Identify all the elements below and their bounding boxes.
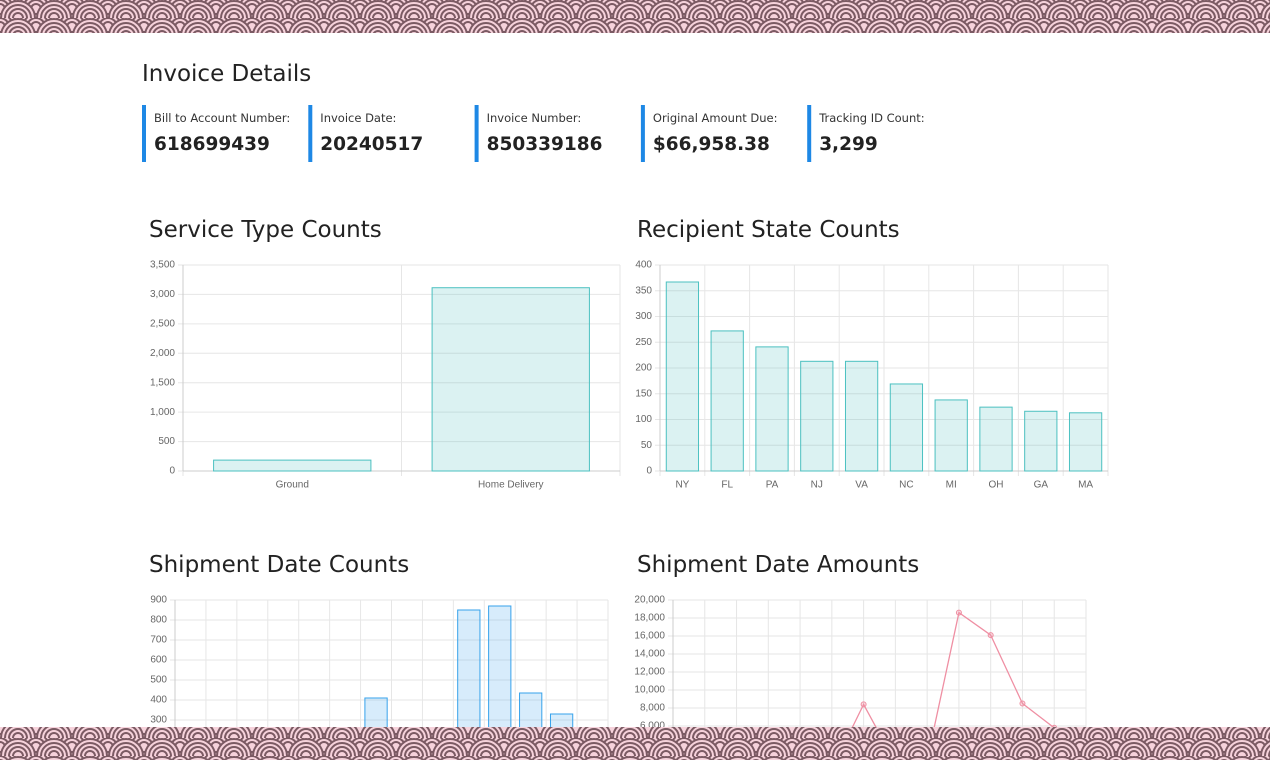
bar: [1068, 412, 1103, 472]
page-title: Invoice Details: [142, 61, 311, 87]
point: [1019, 700, 1026, 707]
y-tick-label: 600: [150, 655, 167, 666]
bar: [710, 330, 744, 472]
bar: [800, 360, 834, 472]
x-tick-label: OH: [989, 480, 1004, 491]
card-label: Original Amount Due:: [653, 111, 778, 125]
y-tick-label: 14,000: [634, 649, 665, 660]
y-tick-label: 10,000: [634, 685, 665, 696]
x-tick-label: FL: [721, 480, 733, 491]
bar: [889, 383, 924, 472]
y-tick-label: 400: [635, 260, 652, 271]
chart-title: Shipment Date Counts: [149, 552, 409, 578]
y-tick-label: 1,000: [150, 407, 175, 418]
bar: [213, 459, 372, 472]
y-tick-label: 20,000: [634, 595, 665, 606]
bar: [431, 287, 590, 472]
y-tick-label: 500: [150, 675, 167, 686]
y-tick-label: 200: [635, 363, 652, 374]
chart-title: Shipment Date Amounts: [637, 552, 919, 578]
card-accent: [308, 105, 313, 162]
x-tick-label: MI: [946, 480, 957, 491]
x-tick-label: GA: [1034, 480, 1049, 491]
chart-title: Service Type Counts: [149, 217, 382, 243]
card-label: Invoice Number:: [487, 111, 582, 125]
bar: [844, 360, 879, 472]
x-tick-label: Home Delivery: [478, 480, 544, 491]
y-tick-label: 8,000: [640, 703, 665, 714]
bar: [755, 346, 789, 472]
point: [955, 609, 962, 616]
bar: [1024, 410, 1058, 472]
x-tick-label: Ground: [276, 480, 309, 491]
y-tick-label: 3,500: [150, 260, 175, 271]
x-tick-label: NJ: [811, 480, 823, 491]
top-band: [0, 0, 1270, 33]
y-tick-label: 0: [169, 466, 175, 477]
x-tick-label: MA: [1078, 480, 1093, 491]
y-tick-label: 100: [635, 414, 652, 425]
card-value: $66,958.38: [653, 134, 770, 155]
y-tick-label: 150: [635, 388, 652, 399]
y-tick-label: 50: [641, 440, 653, 451]
bar: [457, 609, 481, 760]
y-tick-label: 6,000: [640, 721, 665, 732]
content: Bill to Account Number: 618699439 Invoice …: [142, 105, 1109, 760]
card-value: 618699439: [154, 134, 270, 155]
y-tick-label: 18,000: [634, 613, 665, 624]
card-label: Bill to Account Number:: [154, 111, 290, 125]
x-tick-label: PA: [766, 480, 779, 491]
y-tick-label: 12,000: [634, 667, 665, 678]
y-tick-label: 700: [150, 635, 167, 646]
card-label: Invoice Date:: [320, 111, 396, 125]
bar: [665, 281, 700, 472]
card-accent: [640, 105, 645, 162]
card-accent: [142, 105, 146, 162]
bottom-band: [0, 727, 1270, 760]
y-tick-label: 400: [150, 695, 167, 706]
x-tick-label: NY: [675, 480, 689, 491]
y-tick-label: 3,000: [150, 289, 175, 300]
y-tick-label: 2,000: [150, 348, 175, 359]
y-tick-label: 900: [150, 595, 167, 606]
point: [987, 632, 994, 639]
x-tick-label: NC: [899, 480, 913, 491]
card-value: 20240517: [320, 134, 423, 155]
point: [860, 701, 867, 708]
y-tick-label: 350: [635, 285, 652, 296]
bar: [979, 406, 1013, 472]
card-value: 3,299: [819, 134, 878, 155]
card-accent: [807, 105, 812, 162]
y-tick-label: 16,000: [634, 631, 665, 642]
chart-title: Recipient State Counts: [637, 217, 900, 243]
y-tick-label: 0: [646, 466, 652, 477]
y-tick-label: 300: [150, 715, 167, 726]
card-value: 850339186: [487, 134, 603, 155]
y-tick-label: 250: [635, 337, 652, 348]
y-tick-label: 300: [635, 311, 652, 322]
y-tick-label: 800: [150, 615, 167, 626]
x-tick-label: VA: [855, 480, 868, 491]
y-tick-label: 1,500: [150, 377, 175, 388]
bar: [934, 399, 968, 472]
y-tick-label: 2,500: [150, 318, 175, 329]
y-tick-label: 500: [158, 436, 175, 447]
card-label: Tracking ID Count:: [818, 111, 924, 125]
bar: [488, 605, 512, 760]
card-accent: [474, 105, 479, 162]
